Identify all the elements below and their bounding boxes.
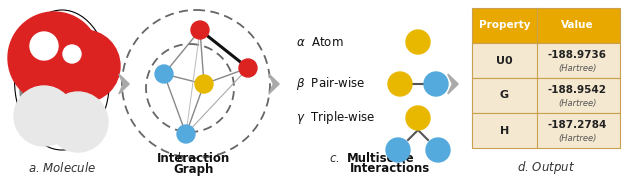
Circle shape — [30, 32, 58, 60]
Circle shape — [8, 12, 100, 104]
Circle shape — [48, 30, 120, 102]
Circle shape — [406, 106, 430, 130]
Text: . . .: . . . — [408, 156, 428, 168]
Text: H: H — [500, 125, 509, 136]
Text: -188.9736: -188.9736 — [548, 50, 607, 60]
Circle shape — [239, 59, 257, 77]
Text: $c$.: $c$. — [329, 152, 340, 165]
Text: Multiscale: Multiscale — [347, 152, 414, 165]
Circle shape — [155, 65, 173, 83]
Circle shape — [14, 86, 74, 146]
Polygon shape — [119, 74, 129, 94]
Circle shape — [386, 138, 410, 162]
Circle shape — [20, 52, 96, 128]
Polygon shape — [269, 74, 279, 94]
Text: Interactions: Interactions — [350, 162, 431, 175]
Text: $b$.: $b$. — [177, 151, 188, 165]
Circle shape — [177, 125, 195, 143]
Bar — [472, 113, 620, 148]
Text: U0: U0 — [496, 55, 513, 65]
Text: $\alpha$  Atom: $\alpha$ Atom — [296, 36, 344, 49]
Text: Value: Value — [561, 20, 593, 30]
Text: Graph: Graph — [174, 162, 214, 175]
Circle shape — [388, 72, 412, 96]
Text: -187.2784: -187.2784 — [547, 120, 607, 130]
Bar — [472, 43, 620, 78]
Text: -188.9542: -188.9542 — [548, 85, 607, 95]
Circle shape — [426, 138, 450, 162]
Text: Property: Property — [479, 20, 530, 30]
Text: $a$. Molecule: $a$. Molecule — [28, 161, 96, 175]
Circle shape — [191, 21, 209, 39]
Bar — [472, 78, 620, 113]
Text: Interaction: Interaction — [157, 152, 231, 165]
Text: $\beta$  Pair-wise: $\beta$ Pair-wise — [296, 76, 365, 93]
Text: (Hartree): (Hartree) — [558, 134, 597, 143]
Bar — [472, 8, 620, 43]
Polygon shape — [448, 74, 458, 94]
Circle shape — [48, 92, 108, 152]
Circle shape — [424, 72, 448, 96]
Circle shape — [406, 30, 430, 54]
Text: (Hartree): (Hartree) — [558, 99, 597, 108]
Text: (Hartree): (Hartree) — [558, 64, 597, 73]
Text: $d$. Output: $d$. Output — [517, 159, 575, 176]
Text: $\gamma$  Triple-wise: $\gamma$ Triple-wise — [296, 109, 376, 127]
Circle shape — [63, 45, 81, 63]
Circle shape — [195, 75, 213, 93]
Text: G: G — [500, 90, 509, 100]
